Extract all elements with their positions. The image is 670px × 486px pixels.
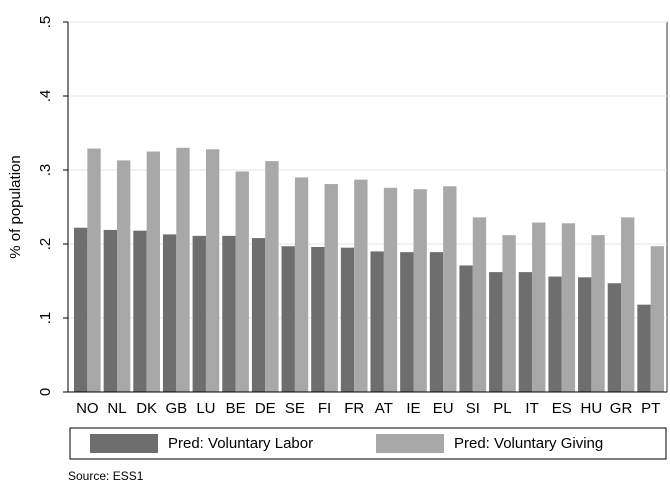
bar	[607, 283, 622, 392]
bar	[251, 238, 266, 392]
bar	[354, 179, 368, 392]
bar	[370, 251, 384, 392]
bar	[222, 235, 236, 392]
source-note: Source: ESS1	[68, 469, 144, 483]
x-tick-label: GB	[165, 400, 187, 417]
x-tick-label: NO	[76, 400, 99, 417]
bar	[133, 230, 147, 392]
bar	[472, 217, 487, 392]
x-tick-label: FI	[318, 400, 331, 417]
bar	[591, 235, 605, 392]
bar	[532, 222, 546, 392]
legend-label: Pred: Voluntary Giving	[454, 435, 603, 452]
x-tick-label: AT	[375, 400, 393, 417]
legend-label: Pred: Voluntary Labor	[168, 435, 313, 452]
x-tick-label: FR	[344, 400, 364, 417]
bar	[116, 160, 131, 392]
legend-box	[69, 427, 667, 460]
x-tick-label: GR	[610, 400, 633, 417]
bar	[162, 234, 177, 392]
x-tick-label: PT	[641, 400, 660, 417]
x-tick-label: BE	[226, 400, 246, 417]
y-tick-label: .4	[37, 90, 54, 103]
bar	[413, 189, 427, 392]
x-tick-label: NL	[107, 400, 126, 417]
bar	[621, 217, 635, 392]
bar	[459, 265, 473, 392]
x-tick-label: IT	[525, 400, 538, 417]
bar	[281, 246, 295, 392]
x-tick-label: ES	[552, 400, 572, 417]
bar	[324, 184, 338, 392]
x-tick-label: IE	[406, 400, 420, 417]
bar	[311, 246, 325, 392]
bar	[502, 235, 516, 392]
y-tick-label: .3	[37, 164, 54, 177]
legend-swatch	[376, 434, 444, 453]
bar	[87, 148, 101, 392]
x-tick-label: DK	[136, 400, 157, 417]
bar	[176, 147, 190, 392]
bar	[429, 252, 444, 392]
bar	[74, 227, 88, 392]
bar	[489, 272, 503, 392]
y-tick-label: .2	[37, 238, 54, 251]
bar	[146, 151, 160, 392]
y-tick-label: 0	[37, 388, 54, 396]
bar	[650, 246, 665, 392]
y-tick-label: .5	[37, 16, 54, 29]
x-tick-label: LU	[196, 400, 215, 417]
y-tick-label: .1	[37, 312, 54, 325]
legend-swatch	[90, 434, 158, 453]
x-tick-label: PL	[493, 400, 511, 417]
x-tick-label: SI	[466, 400, 480, 417]
bar	[561, 223, 576, 392]
bar	[637, 304, 651, 392]
x-tick-label: HU	[581, 400, 603, 417]
bar	[578, 277, 592, 392]
x-tick-label: EU	[433, 400, 454, 417]
bar	[400, 252, 414, 392]
bar	[443, 186, 457, 392]
y-axis-label: % of population	[7, 155, 24, 258]
x-tick-label: SE	[285, 400, 305, 417]
bar	[235, 171, 249, 392]
bar	[383, 187, 398, 392]
bar	[192, 235, 206, 392]
bar	[518, 272, 533, 392]
bar	[548, 276, 562, 392]
bar	[205, 149, 220, 392]
bar	[294, 177, 309, 392]
bar	[340, 247, 355, 392]
x-tick-label: DE	[255, 400, 276, 417]
bar	[103, 229, 117, 392]
bar	[265, 161, 279, 392]
